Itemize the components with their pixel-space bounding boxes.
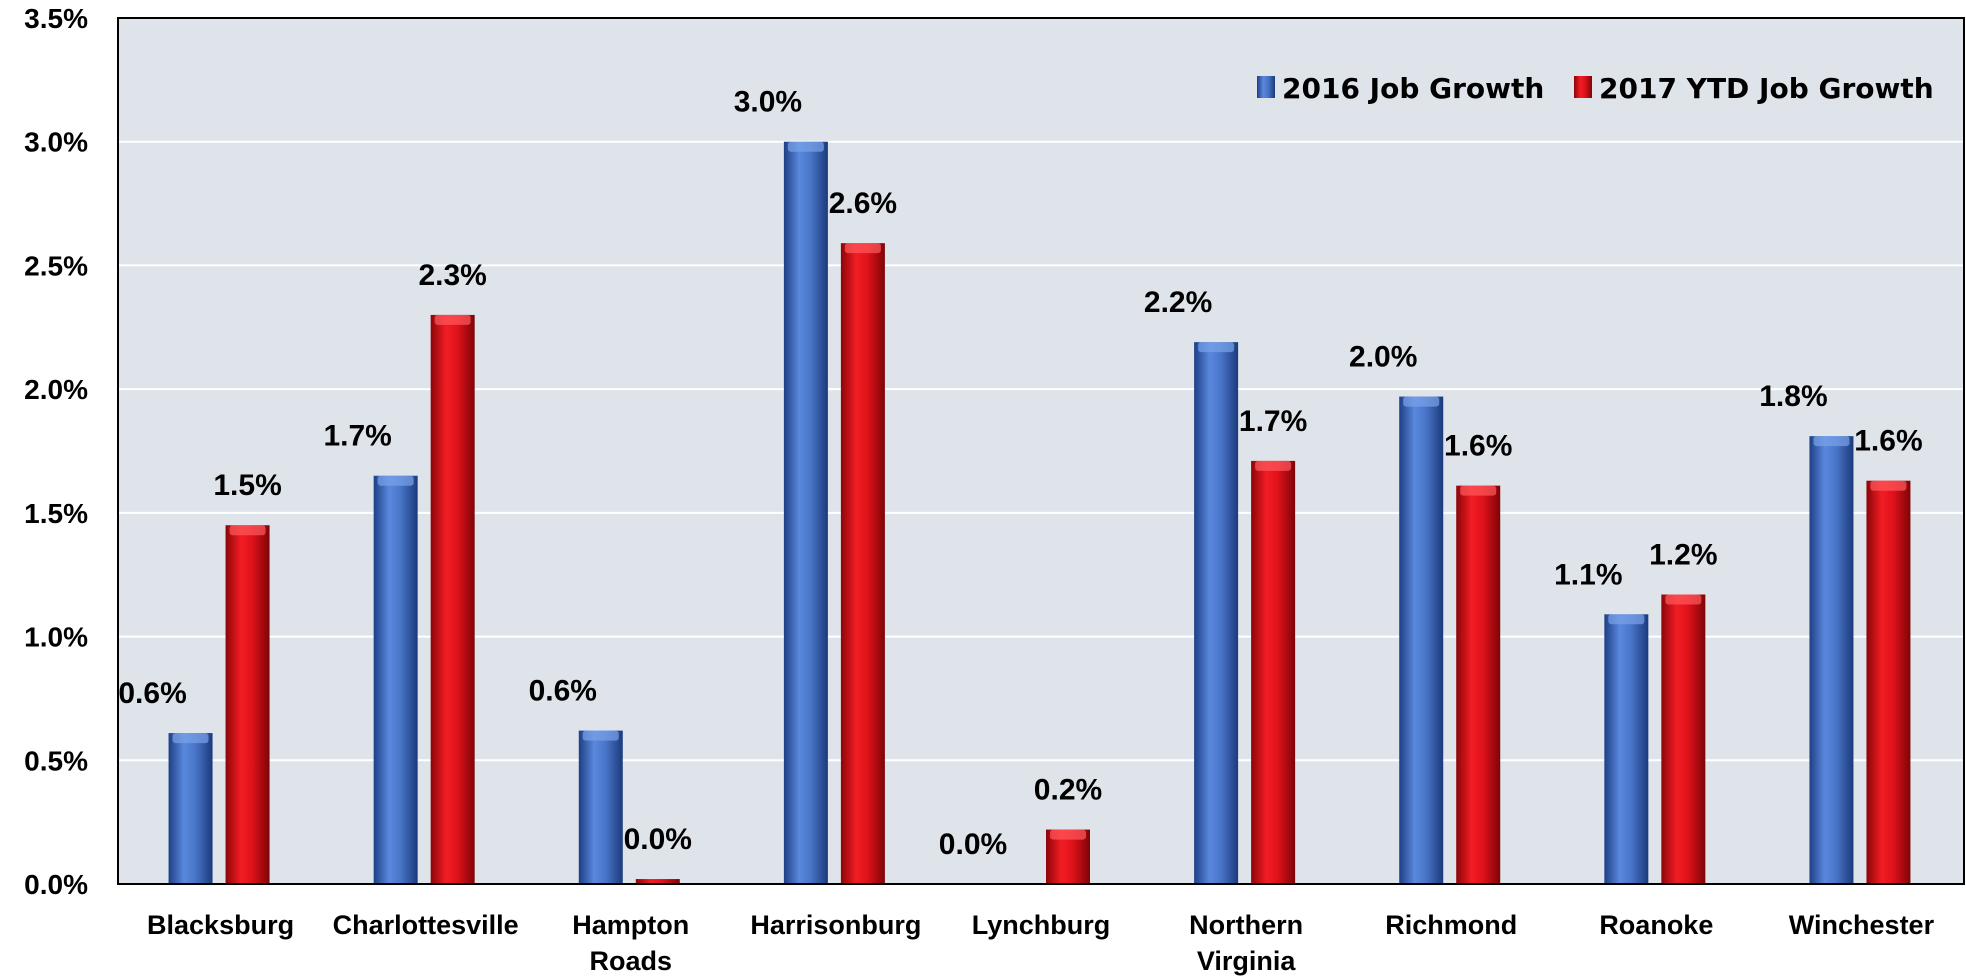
- bar-cap: [787, 141, 824, 152]
- data-label: 1.2%: [1649, 539, 1717, 572]
- data-label: 0.6%: [529, 675, 597, 708]
- legend-label-2017: 2017 YTD Job Growth: [1599, 72, 1934, 105]
- y-tick-label: 2.5%: [24, 250, 88, 281]
- legend-swatch-2016: [1257, 76, 1275, 98]
- y-axis: 0.0% 0.5% 1.0% 1.5% 2.0% 2.5% 3.0% 3.5%: [24, 3, 88, 900]
- legend: 2016 Job Growth 2017 YTD Job Growth: [1257, 72, 1934, 105]
- data-labels: 0.6% 1.5% 1.7% 2.3% 0.6% 0.0% 3.0% 2.6% 0.0% 0.2%…: [118, 86, 1922, 861]
- y-tick-label: 0.5%: [24, 745, 88, 776]
- x-tick-label: Charlottesville: [333, 910, 519, 940]
- data-label: 1.6%: [1444, 430, 1512, 463]
- data-label: 2.3%: [418, 259, 486, 292]
- bar-2017: [635, 879, 680, 884]
- data-label: 3.0%: [734, 86, 802, 119]
- data-label: 0.2%: [1034, 774, 1102, 807]
- data-label: 1.7%: [1239, 405, 1307, 438]
- bar-2016: [1604, 614, 1649, 884]
- bar-cap: [1460, 485, 1497, 496]
- bar-2016: [1194, 342, 1239, 884]
- bar-cap: [377, 475, 414, 486]
- x-tick-label: Hampton: [572, 910, 689, 940]
- bar-2017: [1456, 485, 1501, 884]
- data-label: 1.7%: [323, 420, 391, 453]
- bar-cap: [1813, 436, 1850, 447]
- bar-2017: [1661, 594, 1706, 884]
- data-label: 1.5%: [213, 469, 281, 502]
- data-label: 2.0%: [1349, 341, 1417, 374]
- bar-2017: [430, 314, 475, 884]
- x-tick-label: Winchester: [1789, 910, 1935, 940]
- bar-2016: [578, 730, 623, 884]
- y-tick-label: 1.0%: [24, 622, 88, 653]
- bar-2017: [225, 525, 270, 884]
- bar-cap: [1608, 614, 1645, 625]
- data-label: 0.0%: [624, 823, 692, 856]
- x-tick-label: Virginia: [1197, 946, 1297, 976]
- bar-cap: [1403, 396, 1440, 407]
- data-label: 0.0%: [939, 828, 1007, 861]
- bar-2017: [840, 243, 885, 884]
- bar-2016: [373, 475, 418, 884]
- bar-cap: [582, 730, 619, 741]
- bar-cap: [1255, 460, 1292, 471]
- x-tick-label: Roads: [590, 946, 673, 976]
- legend-label-2016: 2016 Job Growth: [1282, 72, 1544, 105]
- data-label: 2.2%: [1144, 286, 1212, 319]
- bar-cap: [172, 733, 209, 744]
- bar-cap: [844, 243, 881, 254]
- data-label: 1.6%: [1854, 425, 1922, 458]
- x-tick-label: Lynchburg: [972, 910, 1111, 940]
- bar-2016: [783, 141, 828, 884]
- plot-area: [118, 18, 1964, 884]
- y-tick-label: 3.0%: [24, 127, 88, 158]
- y-tick-label: 2.0%: [24, 374, 88, 405]
- bar-2017: [1866, 480, 1911, 884]
- x-axis: Blacksburg Charlottesville Hampton Roads Har…: [147, 910, 1935, 976]
- bar-2016: [168, 733, 213, 884]
- bars: [168, 141, 1911, 884]
- data-label: 1.1%: [1554, 558, 1622, 591]
- legend-swatch-2017: [1574, 76, 1592, 98]
- bar-cap: [1665, 594, 1702, 605]
- bar-cap: [1870, 480, 1907, 491]
- x-tick-label: Harrisonburg: [750, 910, 921, 940]
- x-tick-label: Richmond: [1385, 910, 1517, 940]
- bar-cap: [1198, 342, 1235, 353]
- bar-cap: [229, 525, 266, 536]
- data-label: 2.6%: [829, 187, 897, 220]
- x-tick-label: Blacksburg: [147, 910, 294, 940]
- bar-cap: [434, 314, 471, 325]
- y-tick-label: 3.5%: [24, 3, 88, 34]
- bar-2016: [1809, 436, 1854, 884]
- y-tick-label: 0.0%: [24, 869, 88, 900]
- data-label: 0.6%: [118, 677, 186, 710]
- x-tick-label: Roanoke: [1599, 910, 1713, 940]
- plot-border: [117, 17, 1965, 885]
- y-tick-label: 1.5%: [24, 498, 88, 529]
- x-tick-label: Northern: [1189, 910, 1303, 940]
- data-label: 1.8%: [1759, 380, 1827, 413]
- gridlines: [118, 140, 1964, 762]
- bar-2016: [1399, 396, 1444, 884]
- bar-cap: [1050, 829, 1086, 840]
- bar-2017: [1251, 460, 1296, 884]
